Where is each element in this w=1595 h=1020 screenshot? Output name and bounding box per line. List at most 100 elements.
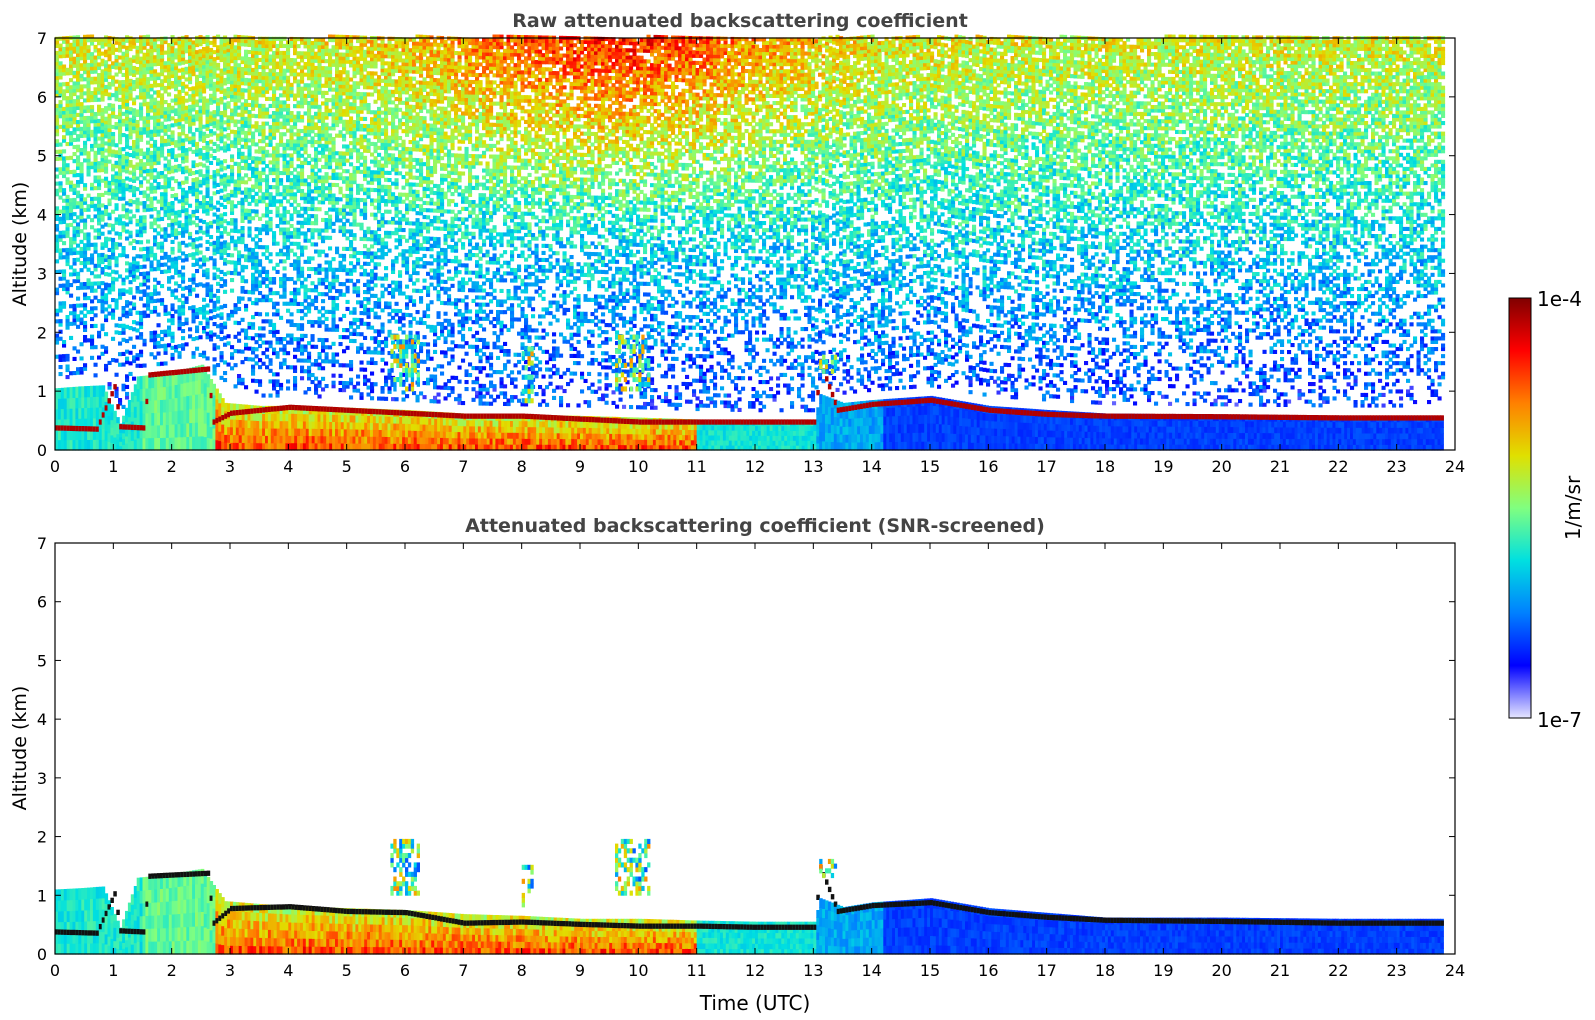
noise-cell [87,38,91,42]
noise-cell [118,183,122,187]
noise-cell [66,86,70,90]
noise-cell [115,66,119,70]
noise-cell [122,288,126,292]
noise-cell [76,106,80,110]
noise-cell [132,87,136,91]
noise-cell [87,162,91,166]
noise-cell [139,290,143,294]
noise-cell [55,62,59,66]
noise-cell [136,148,140,152]
noise-cell [118,63,122,67]
noise-cell [129,125,133,129]
noise-cell [139,314,143,318]
noise-cell [101,140,105,144]
noise-cell [55,192,59,196]
noise-cell [66,40,70,44]
noise-cell [87,169,91,173]
noise-cell [87,204,91,208]
noise-cell [80,310,84,314]
noise-cell [111,192,115,196]
noise-cell [122,204,126,208]
noise-cell [97,77,101,81]
noise-cell [101,151,105,155]
noise-cell [129,128,133,132]
noise-cell [143,176,147,180]
noise-cell [94,250,98,254]
noise-cell [66,199,70,203]
noise-cell [122,228,126,232]
noise-cell [87,130,91,134]
noise-cell [83,208,87,212]
noise-cell [139,43,143,47]
noise-cell [129,118,133,122]
noise-cell [66,96,70,100]
noise-cell [104,74,108,78]
noise-cell [118,176,122,180]
noise-cell [143,229,147,233]
noise-cell [59,44,63,48]
noise-cell [129,44,133,48]
noise-cell [132,274,136,278]
noise-cell [55,79,59,83]
noise-cell [136,127,140,131]
noise-cell [101,80,105,84]
noise-cell [62,128,66,132]
noise-cell [55,157,59,161]
noise-cell [76,184,80,188]
noise-cell [101,306,105,310]
noise-cell [136,208,140,212]
noise-cell [143,339,147,343]
noise-cell [90,342,94,346]
noise-cell [62,206,66,210]
noise-cell [111,270,115,274]
noise-cell [108,386,112,390]
noise-cell [125,268,129,272]
noise-cell [55,65,59,69]
noise-cell [143,208,147,212]
noise-cell [118,87,122,91]
noise-cell [97,112,101,116]
noise-cell [55,341,59,345]
noise-cell [69,265,73,269]
noise-cell [59,72,63,76]
noise-cell [76,53,80,57]
noise-cell [125,141,129,145]
noise-cell [108,64,112,68]
noise-cell [118,274,122,278]
noise-cell [83,324,87,328]
noise-cell [125,113,129,117]
noise-cell [122,197,126,201]
noise-cell [125,60,129,64]
noise-cell [136,353,140,357]
noise-cell [132,45,136,49]
noise-cell [76,162,80,166]
noise-cell [80,106,84,110]
noise-cell [108,107,112,111]
noise-cell [136,286,140,290]
noise-cell [104,67,108,71]
noise-cell [129,72,133,76]
noise-cell [90,91,94,95]
noise-cell [55,44,59,48]
noise-cell [97,144,101,148]
noise-cell [136,95,140,99]
noise-cell [73,202,77,206]
noise-cell [118,137,122,141]
noise-cell [94,63,98,67]
noise-cell [108,50,112,54]
noise-cell [83,116,87,120]
noise-cell [59,107,63,111]
noise-cell [111,280,115,284]
noise-cell [132,186,136,190]
noise-cell [122,147,126,151]
noise-cell [108,103,112,107]
noise-cell [122,182,126,186]
noise-cell [55,132,59,136]
noise-cell [66,131,70,135]
noise-cell [143,123,147,127]
noise-cell [87,45,91,49]
noise-cell [55,189,59,193]
noise-cell [136,357,140,361]
noise-cell [115,97,119,101]
noise-cell [125,67,129,71]
